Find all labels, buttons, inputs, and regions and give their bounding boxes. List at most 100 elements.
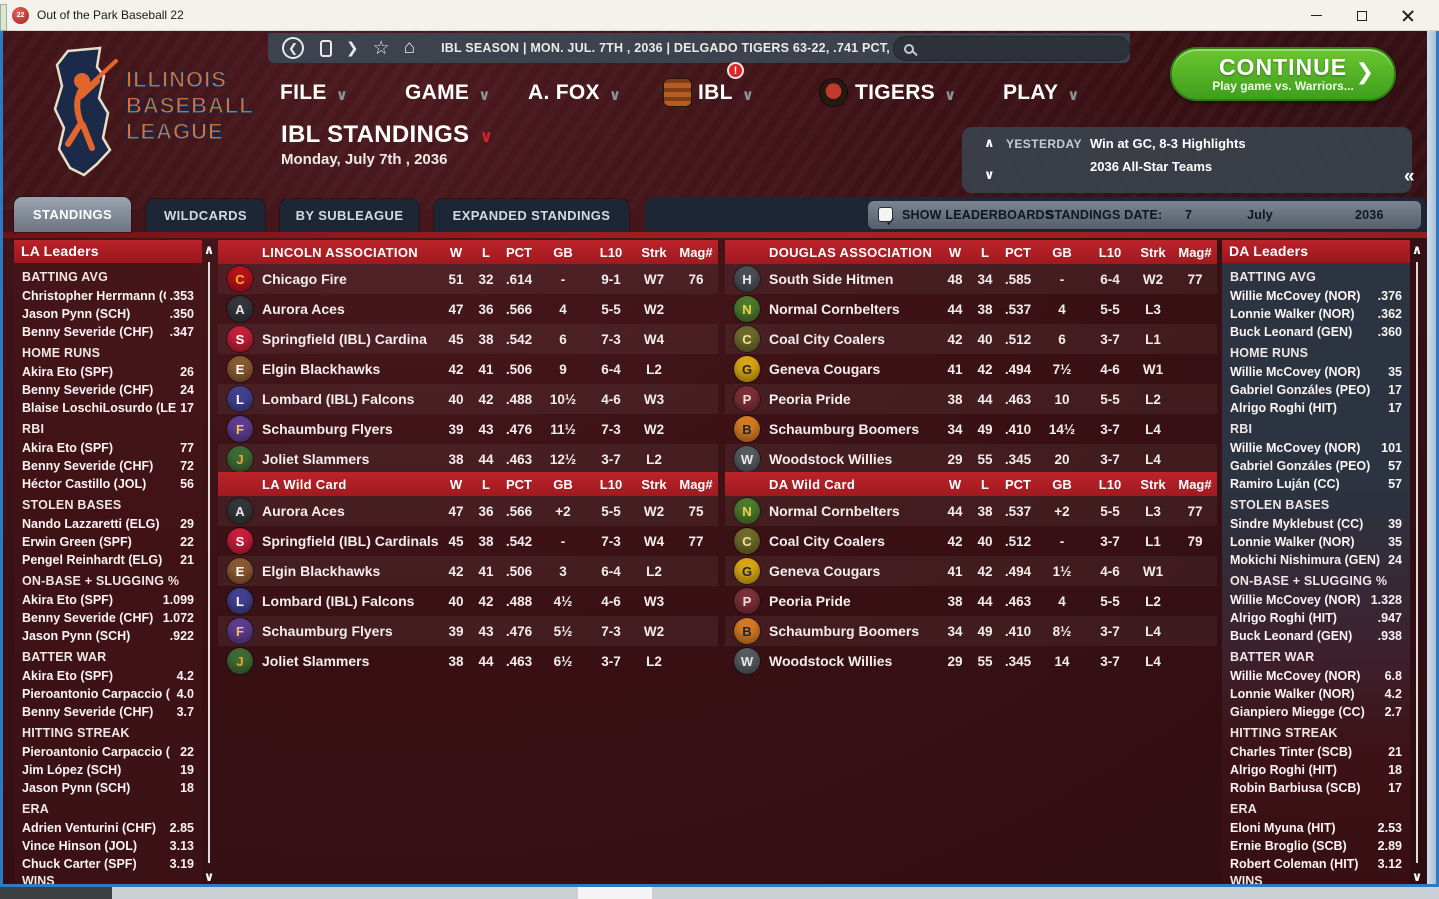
leader-row[interactable]: Willie McCovey (NOR) 6.8 (1230, 667, 1402, 685)
scroll-up-icon[interactable]: ∧ (1411, 242, 1423, 257)
tab-standings[interactable]: STANDINGS (14, 197, 131, 232)
leader-row[interactable]: Jason Pynn (SCH) .922 (22, 627, 194, 645)
team-name[interactable]: Peoria Pride (769, 391, 851, 407)
scroll-down-icon[interactable]: ∨ (1411, 869, 1423, 884)
scrollbar-track[interactable] (1416, 262, 1418, 863)
leader-row[interactable]: Benny Severide (CHF) 1.072 (22, 609, 194, 627)
da-leaders-scrollbar[interactable]: ∧ ∨ (1410, 240, 1424, 885)
leader-row[interactable]: Willie McCovey (NOR) 1.328 (1230, 591, 1402, 609)
team-name[interactable]: Lombard (IBL) Falcons (262, 391, 415, 407)
player-name[interactable]: Jason Pynn (SCH) (22, 781, 131, 795)
standings-row[interactable]: W Woodstock Willies 29 55 .345 20 3-7 L4 (725, 444, 1217, 474)
standings-row[interactable]: N Normal Cornbelters 44 38 .537 4 5-5 L3 (725, 294, 1217, 324)
player-name[interactable]: Akira Eto (SPF) (22, 365, 113, 379)
yesterday-result[interactable]: Win at GC, 8-3 (1090, 136, 1179, 151)
standings-row[interactable]: B Schaumburg Boomers 34 49 .410 8½ 3-7 L4 (725, 616, 1217, 646)
player-name[interactable]: Akira Eto (SPF) (22, 441, 113, 455)
standings-row[interactable]: S Springfield (IBL) Cardinals 45 38 .542 - 7-3… (218, 526, 718, 556)
leader-row[interactable]: Gabriel Gonzáles (PEO) 17 (1230, 381, 1402, 399)
standings-row[interactable]: A Aurora Aces 47 36 .566 +2 5-5 W2 75 (218, 496, 718, 526)
continue-button[interactable]: CONTINUE Play game vs. Warriors... ❯ (1170, 47, 1396, 101)
player-name[interactable]: Héctor Castillo (JOL) (22, 477, 147, 491)
player-name[interactable]: Willie McCovey (NOR) (1230, 441, 1361, 455)
team-name[interactable]: Elgin Blackhawks (262, 361, 381, 377)
menu-league[interactable]: IBL ∨ (698, 77, 754, 109)
team-name[interactable]: Woodstock Willies (769, 451, 893, 467)
player-name[interactable]: Akira Eto (SPF) (22, 593, 113, 607)
player-name[interactable]: Jim López (SCH) (22, 763, 122, 777)
menu-file[interactable]: FILE ∨ (280, 77, 348, 109)
player-name[interactable]: Willie McCovey (NOR) (1230, 289, 1361, 303)
player-name[interactable]: Charles Tinter (SCB) (1230, 745, 1353, 759)
leader-row[interactable]: Akira Eto (SPF) 26 (22, 363, 194, 381)
allstar-link[interactable]: 2036 All-Star Teams (1090, 159, 1213, 174)
leader-row[interactable]: Robert Coleman (HIT) 3.12 (1230, 855, 1402, 873)
leader-row[interactable]: Gianpiero Miegge (CC) 2.7 (1230, 703, 1402, 721)
standings-row[interactable]: C Coal City Coalers 42 40 .512 6 3-7 L1 (725, 324, 1217, 354)
leader-row[interactable]: Vince Hinson (JOL) 3.13 (22, 837, 194, 855)
player-name[interactable]: Lonnie Walker (NOR) (1230, 307, 1355, 321)
collapse-panel-icon[interactable]: « (1404, 166, 1415, 187)
home-button[interactable]: ⌂ (404, 37, 415, 59)
player-name[interactable]: Lonnie Walker (NOR) (1230, 535, 1355, 549)
standings-row[interactable]: G Geneva Cougars 41 42 .494 1½ 4-6 W1 (725, 556, 1217, 586)
team-name[interactable]: Normal Cornbelters (769, 503, 900, 519)
player-name[interactable]: Pieroantonio Carpaccio ( (22, 745, 170, 759)
standings-row[interactable]: G Geneva Cougars 41 42 .494 7½ 4-6 W1 (725, 354, 1217, 384)
leader-row[interactable]: Nando Lazzaretti (ELG) 29 (22, 515, 194, 533)
leader-row[interactable]: Akira Eto (SPF) 1.099 (22, 591, 194, 609)
tab-wildcards[interactable]: WILDCARDS (146, 199, 265, 232)
team-name[interactable]: Aurora Aces (262, 301, 345, 317)
standings-row[interactable]: W Woodstock Willies 29 55 .345 14 3-7 L4 (725, 646, 1217, 676)
player-name[interactable]: Adrien Venturini (CHF) (22, 821, 157, 835)
prev-day-button[interactable]: ∧ (984, 135, 995, 150)
player-name[interactable]: Gianpiero Miegge (CC) (1230, 705, 1365, 719)
player-name[interactable]: Akira Eto (SPF) (22, 669, 113, 683)
team-name[interactable]: Woodstock Willies (769, 653, 893, 669)
team-name[interactable]: Geneva Cougars (769, 563, 881, 579)
la-leaders-scrollbar[interactable]: ∧ ∨ (202, 240, 216, 885)
tab-expanded-standings[interactable]: EXPANDED STANDINGS (434, 199, 629, 232)
leader-row[interactable]: Erwin Green (SPF) 22 (22, 533, 194, 551)
team-name[interactable]: Schaumburg Boomers (769, 421, 920, 437)
player-name[interactable]: Chuck Carter (SPF) (22, 857, 137, 871)
player-name[interactable]: Buck Leonard (GEN) (1230, 325, 1353, 339)
team-name[interactable]: Schaumburg Flyers (262, 623, 393, 639)
player-name[interactable]: Gabriel Gonzáles (PEO) (1230, 459, 1371, 473)
team-name[interactable]: Joliet Slammers (262, 653, 370, 669)
leader-row[interactable]: Blaise LoschiLosurdo (LE 17 (22, 399, 194, 417)
player-name[interactable]: Benny Severide (CHF) (22, 383, 154, 397)
player-name[interactable]: Erwin Green (SPF) (22, 535, 132, 549)
standings-date-month[interactable]: July (1247, 208, 1273, 222)
standings-row[interactable]: J Joliet Slammers 38 44 .463 6½ 3-7 L2 (218, 646, 718, 676)
search-input[interactable] (893, 36, 1130, 61)
leader-row[interactable]: Jim López (SCH) 19 (22, 761, 194, 779)
forward-button[interactable]: ❯ (346, 39, 359, 57)
leader-row[interactable]: Héctor Castillo (JOL) 56 (22, 475, 194, 493)
standings-row[interactable]: H South Side Hitmen 48 34 .585 - 6-4 W2 77 (725, 264, 1217, 294)
leader-row[interactable]: Lonnie Walker (NOR) 35 (1230, 533, 1402, 551)
player-name[interactable]: Eloni Myuna (HIT) (1230, 821, 1336, 835)
leader-row[interactable]: Ramiro Luján (CC) 57 (1230, 475, 1402, 493)
player-name[interactable]: Pengel Reinhardt (ELG) (22, 553, 163, 567)
team-name[interactable]: Schaumburg Flyers (262, 421, 393, 437)
leader-row[interactable]: Adrien Venturini (CHF) 2.85 (22, 819, 194, 837)
minimize-button[interactable] (1293, 0, 1339, 31)
close-button[interactable] (1385, 0, 1431, 31)
team-name[interactable]: Elgin Blackhawks (262, 563, 381, 579)
bookmark-button[interactable]: ☆ (373, 37, 390, 60)
standings-row[interactable]: N Normal Cornbelters 44 38 .537 +2 5-5 L3 77 (725, 496, 1217, 526)
leader-row[interactable]: Pieroantonio Carpaccio (4.0 (22, 685, 194, 703)
player-name[interactable]: Ernie Broglio (SCB) (1230, 839, 1347, 853)
page-title[interactable]: IBL STANDINGS ∨ (281, 121, 493, 149)
team-name[interactable]: Aurora Aces (262, 503, 345, 519)
leader-row[interactable]: Eloni Myuna (HIT) 2.53 (1230, 819, 1402, 837)
player-name[interactable]: Willie McCovey (NOR) (1230, 365, 1361, 379)
player-name[interactable]: Buck Leonard (GEN) (1230, 629, 1353, 643)
player-name[interactable]: Robin Barbiusa (SCB) (1230, 781, 1361, 795)
leader-row[interactable]: Lonnie Walker (NOR) .362 (1230, 305, 1402, 323)
leader-row[interactable]: Willie McCovey (NOR) .376 (1230, 287, 1402, 305)
leader-row[interactable]: Chuck Carter (SPF) 3.19 (22, 855, 194, 873)
standings-row[interactable]: S Springfield (IBL) Cardina 45 38 .542 6 7-3 W4 (218, 324, 718, 354)
standings-row[interactable]: E Elgin Blackhawks 42 41 .506 9 6-4 L2 (218, 354, 718, 384)
